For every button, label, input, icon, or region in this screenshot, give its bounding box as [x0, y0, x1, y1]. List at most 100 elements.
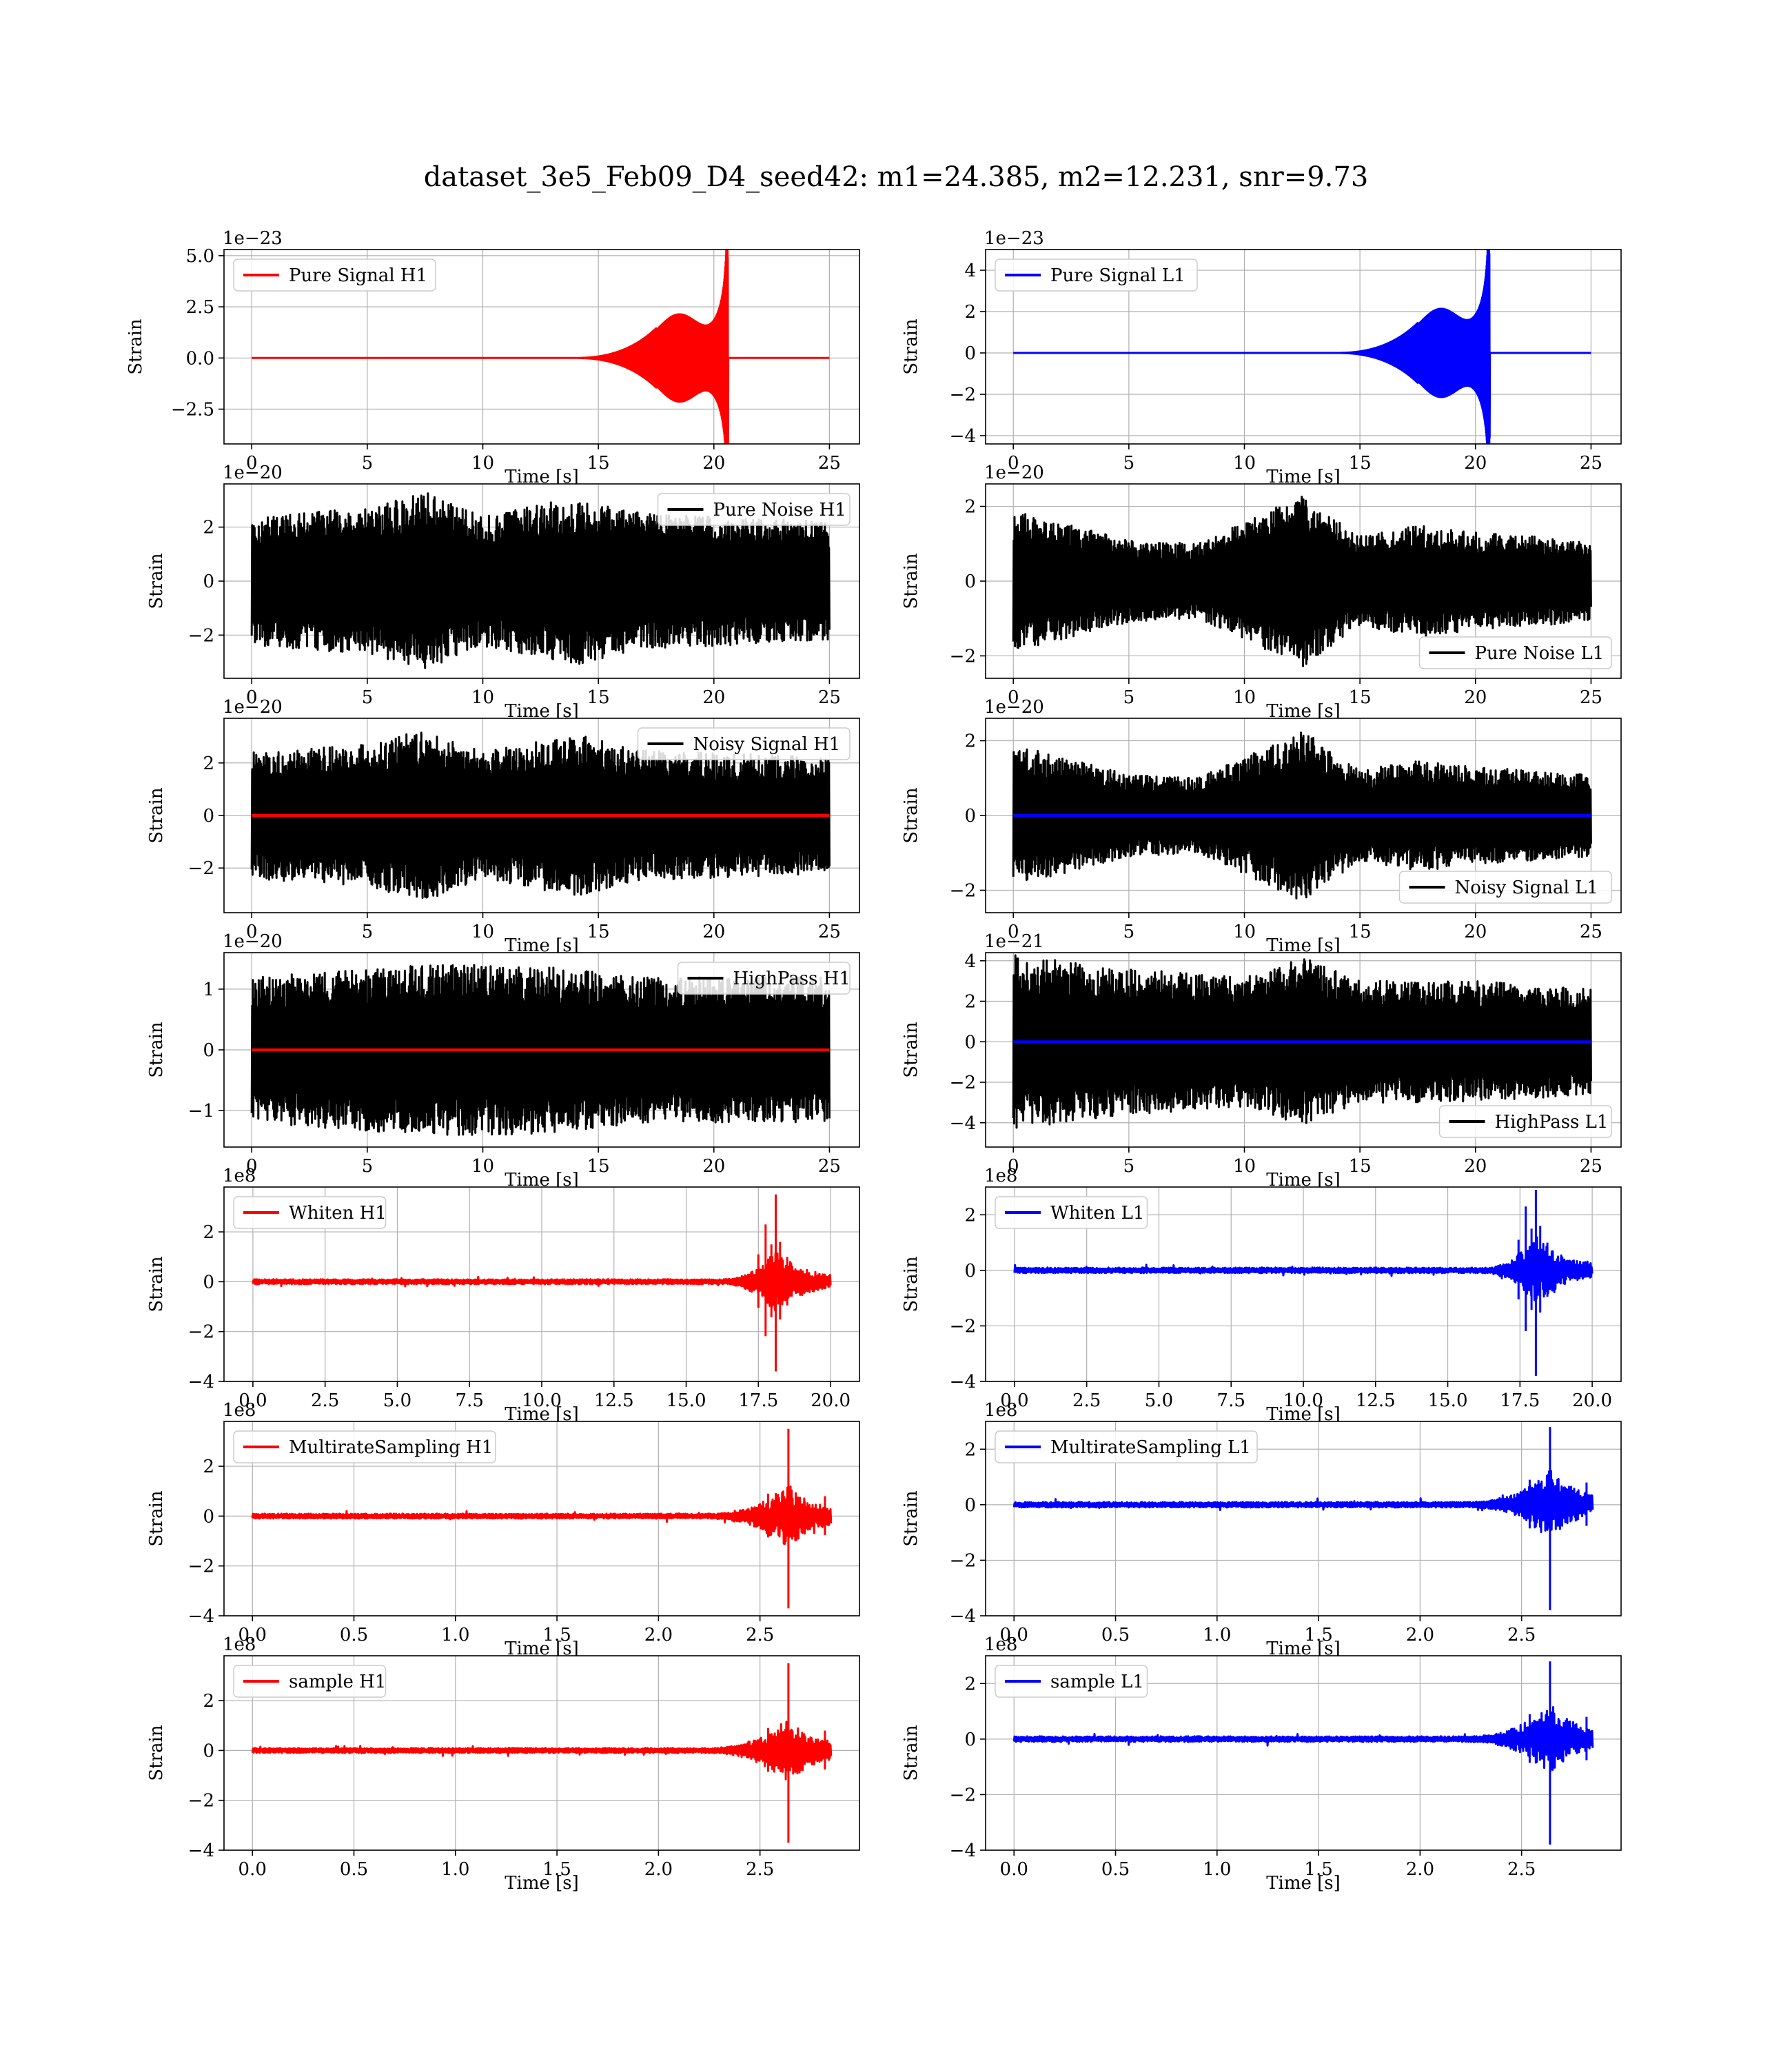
x-tick-label: 5 — [1123, 687, 1135, 708]
y-axis-label: Strain — [146, 1256, 167, 1312]
y-tick-label: 0 — [203, 806, 214, 827]
legend-box — [995, 1196, 1148, 1229]
y-offset-label: 1e8 — [984, 1400, 1017, 1421]
y-tick-label: 4 — [964, 951, 976, 972]
x-tick-label: 1.0 — [441, 1859, 469, 1880]
x-tick-label: 25 — [1580, 453, 1602, 474]
plot-area — [252, 1194, 832, 1372]
x-tick-label: 25 — [818, 922, 841, 942]
y-tick-label: −4 — [950, 1113, 976, 1134]
y-tick-label: 0 — [203, 1506, 214, 1527]
x-tick-label: 0 — [246, 922, 258, 942]
x-tick-label: 17.5 — [738, 1390, 778, 1411]
legend-label: Whiten L1 — [1050, 1203, 1144, 1224]
x-axis-label: Time [s] — [1266, 1873, 1341, 1894]
y-tick-label: 2 — [964, 1439, 976, 1460]
x-tick-label: 0 — [246, 1156, 258, 1177]
y-offset-label: 1e8 — [223, 1634, 256, 1655]
x-tick-label: 1.0 — [1203, 1859, 1231, 1880]
legend: Pure Signal L1 — [995, 258, 1198, 292]
legend-label: Noisy Signal L1 — [1455, 878, 1598, 898]
x-tick-label: 0 — [246, 453, 258, 474]
x-tick-label: 2.5 — [1507, 1625, 1536, 1645]
plot-area — [251, 1663, 833, 1843]
axes-frame — [985, 1421, 1622, 1616]
plot-area — [250, 731, 831, 899]
y-tick-label: −4 — [950, 1841, 976, 1861]
x-tick-label: 25 — [818, 453, 841, 474]
y-tick-label: 0 — [203, 571, 214, 592]
series-line-pure-signal-h1 — [252, 250, 830, 444]
legend: MultirateSampling H1 — [233, 1430, 496, 1463]
subplot-14: 0.0 0.5 1.0 1.5 2.0 2.5 −4 −2 0 2 1e8 Time [s] Strai… — [901, 1634, 1622, 1894]
x-tick-label: 25 — [1580, 687, 1602, 708]
series-line-highpass-h1 — [250, 964, 831, 1136]
axes-frame — [985, 1655, 1622, 1851]
x-tick-label: 0 — [1008, 453, 1019, 474]
series-line-pure-noise-h1 — [250, 492, 831, 669]
y-tick-label: −2 — [950, 1073, 976, 1093]
y-tick-label: 0 — [964, 1032, 976, 1053]
series-line-noisy-signal-l1 — [1012, 731, 1592, 900]
x-tick-label: 2.5 — [746, 1625, 774, 1645]
y-tick-label: 4 — [964, 261, 976, 281]
legend-label: HighPass L1 — [1495, 1112, 1609, 1133]
series-line-sample-h1 — [251, 1663, 833, 1843]
x-tick-label: 12.5 — [1356, 1390, 1396, 1411]
x-tick-label: 0.0 — [238, 1625, 267, 1645]
y-axis-label: Strain — [146, 553, 167, 609]
x-tick-label: 25 — [1580, 1156, 1602, 1177]
y-tick-label: −2 — [188, 625, 214, 646]
y-tick-label: 0 — [964, 1730, 976, 1750]
x-tick-label: 2.5 — [1507, 1859, 1536, 1880]
x-tick-label: 0 — [1008, 687, 1019, 708]
y-tick-label: 0 — [964, 806, 976, 827]
x-tick-label: 5 — [1123, 922, 1135, 942]
legend: Whiten H1 — [233, 1196, 387, 1229]
x-tick-label: 2.0 — [1406, 1625, 1434, 1645]
x-tick-label: 0.5 — [340, 1625, 368, 1645]
y-tick-label: 0 — [203, 1040, 214, 1061]
y-tick-label: −2 — [188, 1322, 214, 1343]
y-tick-label: 2 — [203, 753, 214, 774]
subplot-10: 0.0 2.5 5.0 7.5 10.0 12.5 15.0 17.5 20.0 −4 −2 0 2 1e… — [901, 1166, 1622, 1425]
legend-label: HighPass H1 — [733, 969, 851, 989]
y-tick-label: −2 — [950, 880, 976, 901]
series-line-pure-noise-l1 — [1012, 496, 1592, 667]
legend: sample L1 — [995, 1665, 1148, 1698]
x-tick-label: 10 — [471, 922, 494, 942]
series-line-sample-l1 — [1012, 1661, 1594, 1845]
y-offset-label: 1e−23 — [984, 228, 1044, 249]
plot-area — [250, 492, 831, 669]
y-tick-label: −2 — [188, 1791, 214, 1812]
legend-box — [233, 1665, 387, 1698]
x-tick-label: 10 — [1233, 1156, 1256, 1177]
x-tick-label: 1.5 — [542, 1625, 571, 1645]
legend-box — [1438, 1105, 1612, 1138]
legend-box — [1398, 871, 1612, 904]
x-tick-label: 10 — [471, 687, 494, 708]
y-tick-label: 0 — [203, 1741, 214, 1761]
x-tick-label: 1.5 — [1304, 1625, 1332, 1645]
series-line-highpass-l1 — [1012, 954, 1592, 1129]
x-tick-label: 2.5 — [746, 1859, 774, 1880]
x-tick-label: 1.0 — [1203, 1625, 1231, 1645]
axes-frame — [223, 1421, 860, 1616]
x-tick-label: 15.0 — [666, 1390, 706, 1411]
legend: Pure Signal H1 — [233, 258, 436, 292]
x-tick-label: 20.0 — [1572, 1390, 1612, 1411]
y-tick-label: 2 — [964, 1674, 976, 1694]
legend-label: MultirateSampling H1 — [289, 1437, 493, 1458]
x-tick-label: 20 — [1464, 1156, 1487, 1177]
legend-box — [995, 1430, 1258, 1463]
x-tick-label: 5 — [362, 1156, 374, 1177]
y-tick-label: −2 — [950, 646, 976, 667]
legend: Pure Noise L1 — [1418, 636, 1612, 669]
x-tick-label: 2.0 — [644, 1625, 673, 1645]
x-tick-label: 0 — [1008, 922, 1019, 942]
